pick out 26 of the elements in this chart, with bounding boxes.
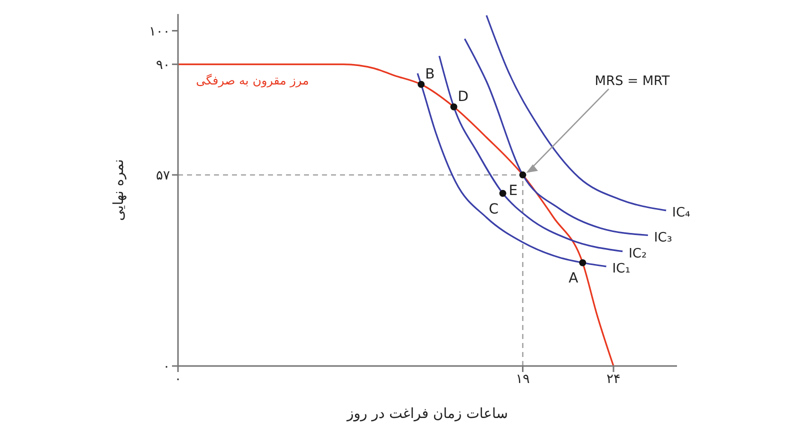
series-label: IC₁: [612, 261, 630, 276]
point: [450, 103, 458, 110]
point: [499, 190, 506, 197]
annotation: C: [488, 201, 499, 218]
line-series: [438, 55, 624, 252]
y-tick-label: ۵۷: [156, 168, 170, 184]
series-label: IC₄: [672, 205, 690, 220]
y-tick-label: ۰: [163, 360, 170, 375]
x-tick-label: ۰: [174, 372, 182, 388]
annotation: E: [508, 182, 518, 199]
y-tick-label: ۹۰: [156, 58, 170, 73]
annotation: D: [458, 88, 469, 105]
point: [418, 80, 425, 88]
y-tick-label: ۱۰۰: [149, 24, 170, 40]
x-tick-label: ۱۹: [516, 372, 530, 388]
annotation: MRS = MRT: [594, 74, 670, 89]
annotation: A: [568, 270, 579, 287]
x-axis-title: ساعات زمان فراغت در روز: [346, 406, 508, 422]
series-label: IC₃: [654, 230, 672, 246]
x-tick-label: ۲۴: [606, 372, 620, 388]
series-label: IC₂: [628, 246, 647, 262]
annotation: B: [425, 66, 435, 82]
y-axis-title: نمره نهایی: [110, 159, 127, 221]
point: [519, 171, 526, 178]
series-label: مرز مقرون به صرفگی: [196, 73, 309, 88]
point: [579, 259, 586, 266]
